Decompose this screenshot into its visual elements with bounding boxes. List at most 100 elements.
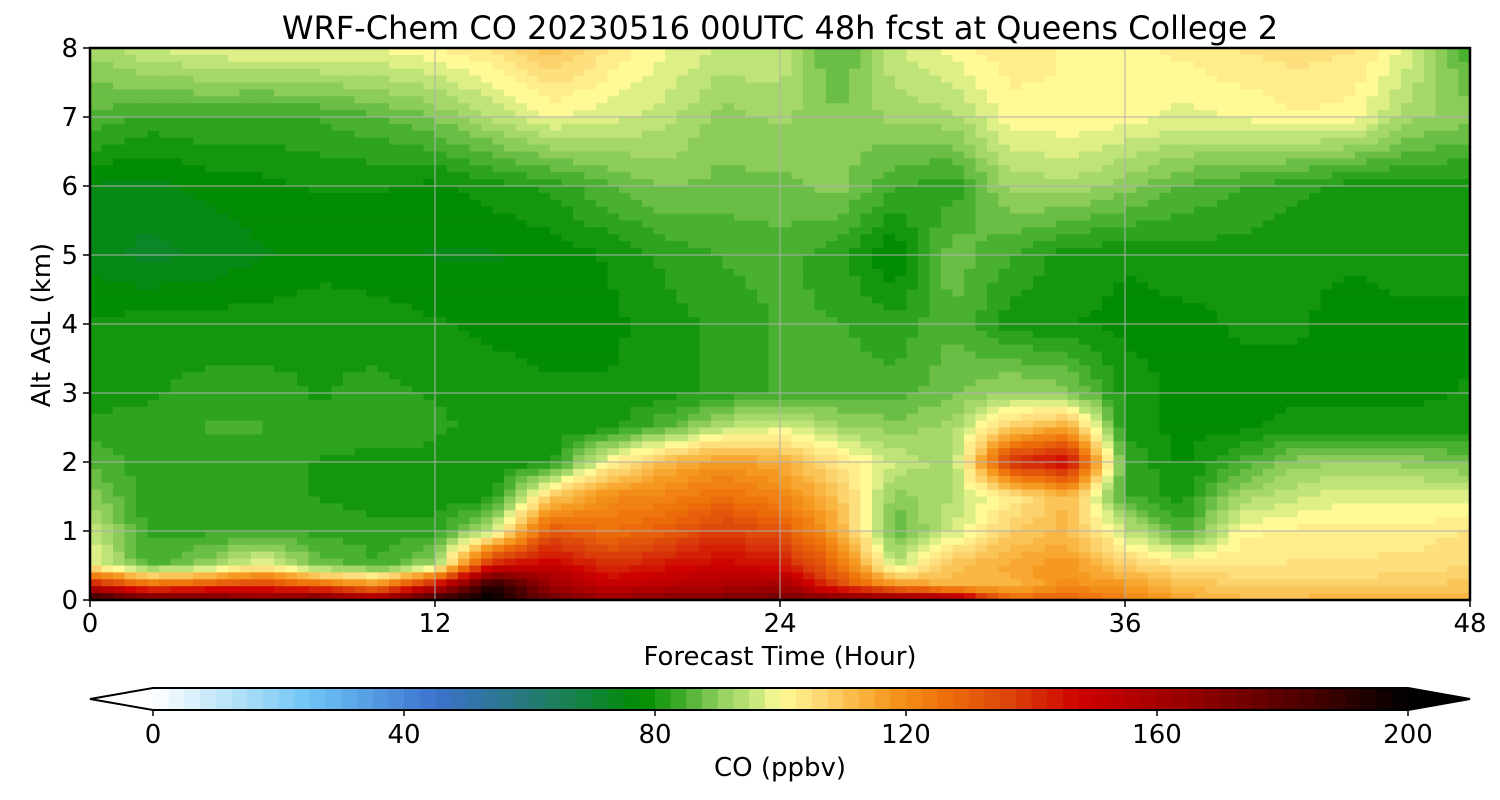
field-cell [1263,48,1276,56]
field-cell [722,123,735,132]
field-cell [1343,248,1356,256]
field-cell [722,186,735,194]
field-cell [849,96,862,104]
field-cell [895,130,908,139]
field-cell [228,151,241,159]
field-cell [1136,248,1149,256]
field-cell [423,68,436,77]
field-cell [1240,317,1253,325]
field-cell [274,165,287,173]
field-cell [1240,89,1253,97]
field-cell [538,165,551,173]
field-cell [872,310,885,318]
field-cell [412,130,425,139]
field-cell [481,137,494,146]
field-cell [1309,186,1322,194]
field-cell [1228,248,1241,256]
field-cell [538,268,551,277]
field-cell [515,151,528,159]
field-cell [1332,241,1345,249]
field-cell [987,151,1000,159]
field-cell [1148,110,1161,118]
field-cell [584,123,597,132]
field-cell [412,199,425,208]
field-cell [895,206,908,215]
field-cell [619,213,632,222]
field-cell [147,117,160,125]
field-cell [1182,103,1195,111]
field-cell [1159,241,1172,249]
field-cell [1217,130,1230,139]
field-cell [757,317,770,325]
field-cell [1378,234,1391,242]
field-cell [1401,248,1414,256]
field-cell [1240,165,1253,173]
field-cell [596,248,609,256]
field-cell [676,317,689,325]
field-cell [297,130,310,139]
field-cell [366,282,379,291]
field-cell [1056,186,1069,194]
field-cell [251,255,264,263]
field-cell [515,248,528,256]
field-cell [941,110,954,118]
field-cell [1079,324,1092,332]
field-cell [205,234,218,242]
field-cell [745,137,758,146]
field-cell [561,199,574,208]
field-cell [619,186,632,194]
field-cell [872,172,885,180]
field-cell [481,330,494,339]
field-cell [561,324,574,332]
field-cell [1148,96,1161,104]
field-cell [1251,255,1264,263]
field-cell [780,261,793,270]
field-cell [1435,54,1448,63]
field-cell [1205,213,1218,222]
field-cell [642,303,655,311]
field-cell [1378,54,1391,63]
field-cell [987,268,1000,277]
field-cell [251,248,264,256]
field-cell [722,296,735,304]
field-cell [826,241,839,249]
field-cell [492,179,505,187]
field-cell [1217,151,1230,159]
field-cell [619,261,632,270]
field-cell [228,48,241,56]
field-cell [998,206,1011,215]
field-cell [492,144,505,153]
field-cell [1044,158,1057,166]
field-cell [285,220,298,228]
field-cell [596,89,609,97]
field-cell [101,82,114,90]
field-cell [1136,234,1149,242]
field-cell [308,248,321,256]
field-cell [90,330,103,339]
field-cell [1102,261,1115,270]
field-cell [285,75,298,84]
field-cell [1297,192,1310,201]
field-cell [1332,117,1345,125]
field-cell [274,110,287,118]
field-cell [1159,289,1172,297]
field-cell [665,144,678,153]
field-cell [1286,282,1299,291]
field-cell [1447,89,1460,97]
field-cell [849,103,862,111]
field-cell [883,227,896,235]
field-cell [1378,158,1391,166]
field-cell [665,123,678,132]
field-cell [780,310,793,318]
field-cell [711,234,724,242]
field-cell [711,68,724,77]
field-cell [964,248,977,256]
field-cell [1366,96,1379,104]
field-cell [1033,89,1046,97]
field-cell [1182,75,1195,84]
field-cell [1113,96,1126,104]
field-cell [998,137,1011,146]
field-cell [1079,89,1092,97]
field-cell [1102,48,1115,56]
field-cell [1228,275,1241,284]
